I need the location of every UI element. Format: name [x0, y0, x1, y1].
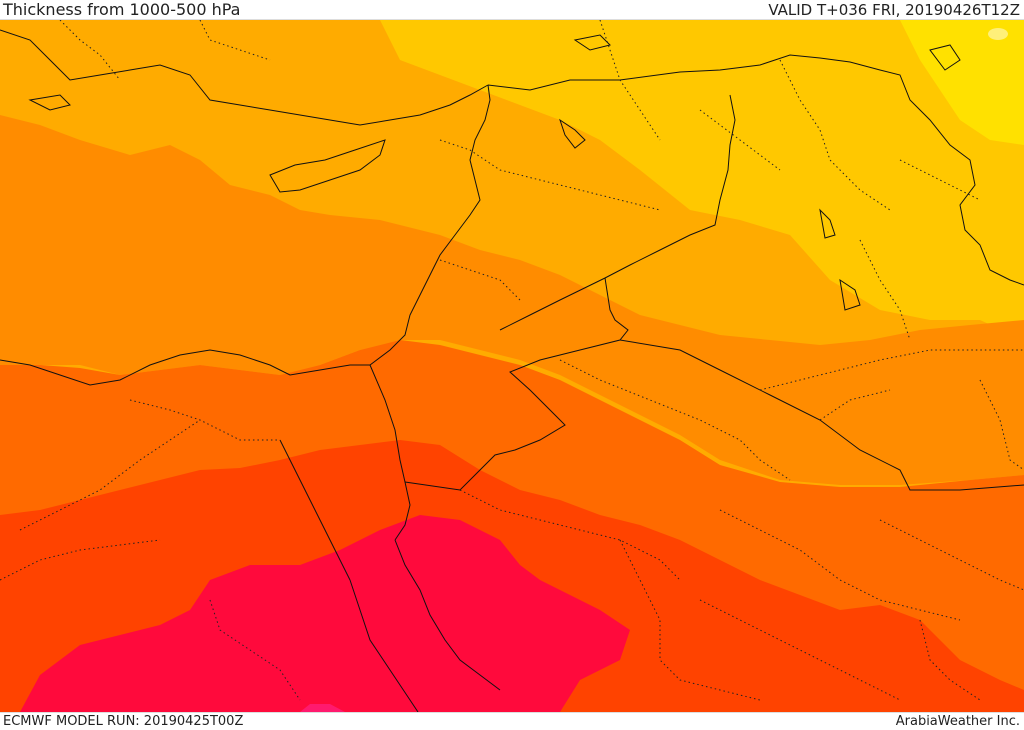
valid-time: VALID T+036 FRI, 20190426T12Z	[768, 1, 1020, 19]
band-orange	[0, 115, 1024, 485]
map-title: Thickness from 1000-500 hPa	[3, 0, 241, 19]
map-header: Thickness from 1000-500 hPa VALID T+036 …	[0, 0, 1024, 20]
yellow-spot	[988, 28, 1008, 40]
model-run-label: ECMWF MODEL RUN: 20190425T00Z	[3, 714, 244, 729]
band-light-yellow-orange	[380, 20, 1024, 340]
map-canvas	[0, 20, 1024, 712]
thickness-map[interactable]	[0, 20, 1024, 712]
band-pink	[300, 704, 345, 712]
solid-borders	[0, 29, 1024, 712]
dotted-borders	[0, 20, 1024, 701]
band-crimson	[20, 515, 630, 712]
map-footer: ECMWF MODEL RUN: 20190425T00Z ArabiaWeat…	[0, 712, 1024, 729]
credit-label: ArabiaWeather Inc.	[895, 714, 1020, 729]
